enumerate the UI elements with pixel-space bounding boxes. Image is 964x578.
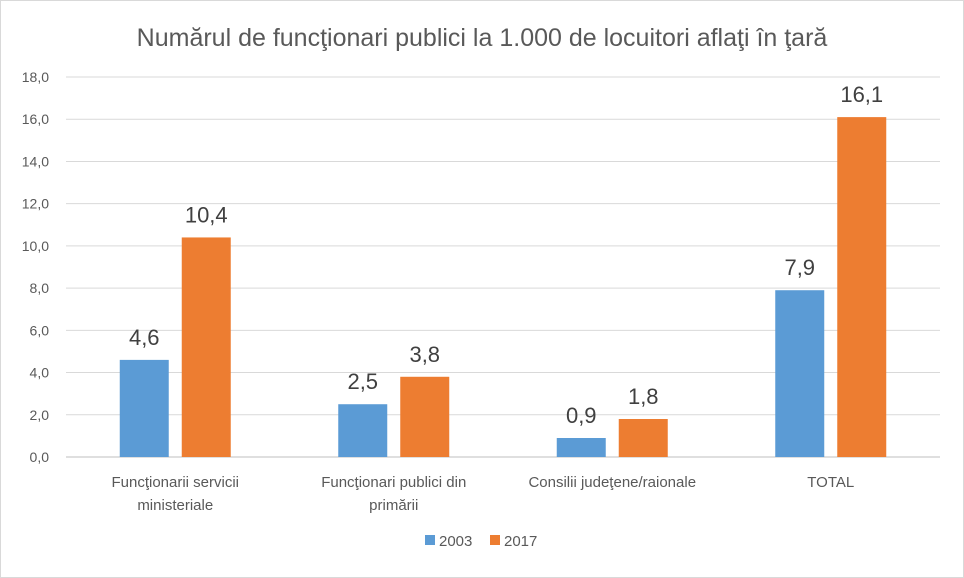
legend-swatch [490,535,500,545]
x-tick-label: Funcţionari publici din [321,474,466,491]
data-label: 7,9 [784,255,815,280]
data-label: 4,6 [129,325,160,350]
data-labels: 4,6 10,4 2,5 3,8 0,9 1,8 7,9 16,1 [129,82,883,428]
bar [400,376,450,457]
x-axis-ticks: Funcţionarii servicii ministeriale Funcţio… [111,474,854,514]
legend: 2003 2017 [425,533,537,550]
y-tick-label: 16,0 [22,111,49,127]
chart-title: Numărul de funcţionari publici la 1.000 … [137,24,828,52]
y-tick-label: 12,0 [22,196,49,212]
bar [556,438,606,457]
data-label: 3,8 [409,342,440,367]
data-label: 0,9 [566,403,597,428]
legend-label: 2003 [439,533,472,550]
y-tick-label: 14,0 [22,153,49,169]
data-label: 2,5 [347,369,378,394]
y-tick-label: 6,0 [30,322,50,338]
bar [338,404,388,457]
y-tick-label: 8,0 [30,280,50,296]
y-tick-label: 2,0 [30,407,50,423]
bar [181,237,231,457]
x-tick-label: TOTAL [807,474,854,491]
y-axis-ticks: 0,0 2,0 4,0 6,0 8,0 10,0 12,0 14,0 16,0 18,0 [22,69,49,465]
legend-label: 2017 [504,533,537,550]
bar [837,117,887,457]
y-tick-label: 0,0 [30,449,50,465]
y-tick-label: 10,0 [22,238,49,254]
x-tick-label: Consilii judeţene/raionale [528,474,696,491]
bar [618,419,668,457]
bars [119,117,887,457]
data-label: 10,4 [185,202,228,227]
y-tick-label: 4,0 [30,365,50,381]
bar [775,290,825,457]
data-label: 16,1 [840,82,883,107]
bar [119,359,169,457]
legend-swatch [425,535,435,545]
y-tick-label: 18,0 [22,69,49,85]
x-tick-label: ministeriale [137,497,213,514]
x-tick-label: primării [369,497,418,514]
data-label: 1,8 [628,384,659,409]
x-tick-label: Funcţionarii servicii [111,474,239,491]
